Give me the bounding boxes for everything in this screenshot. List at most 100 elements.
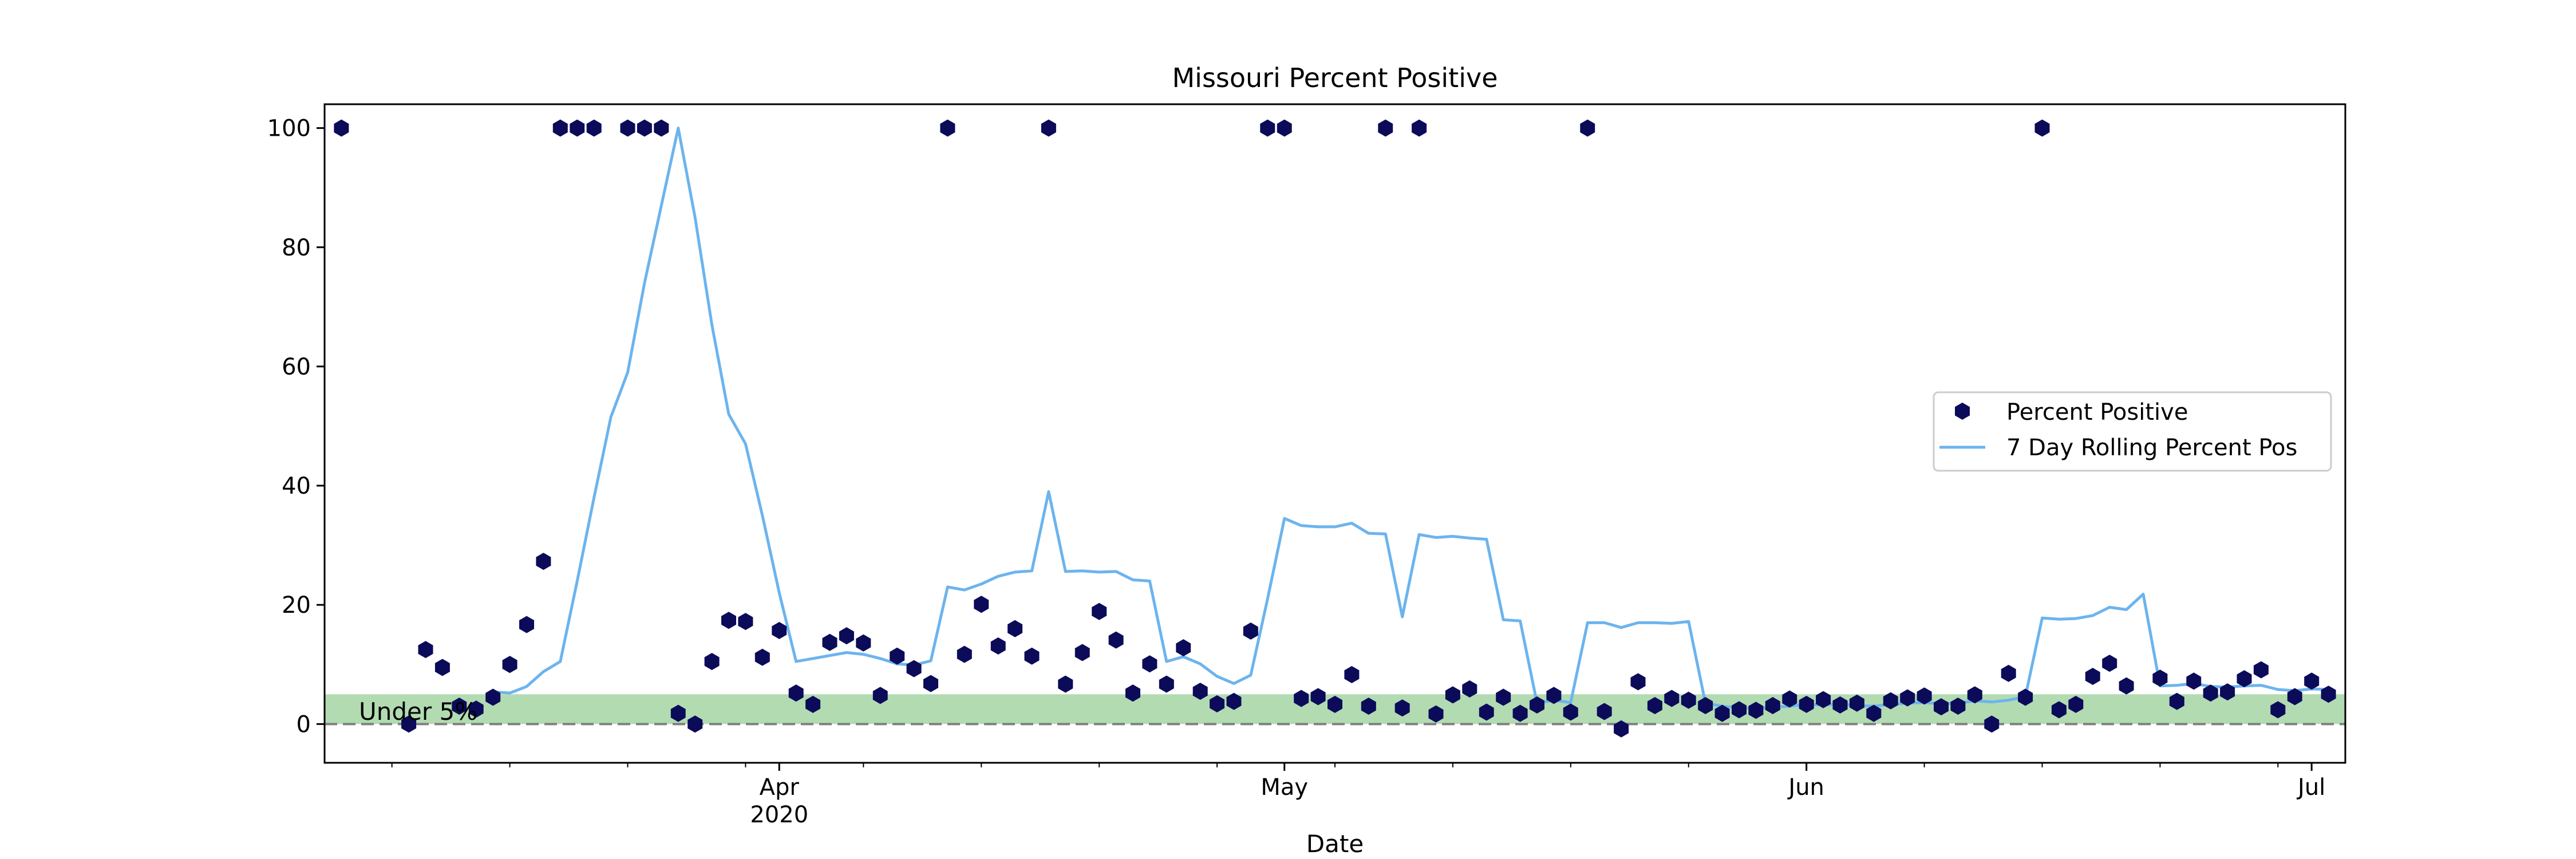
data-point	[1277, 119, 1292, 137]
data-point	[485, 688, 501, 706]
data-point	[1664, 689, 1680, 707]
data-point	[2237, 670, 2252, 688]
data-point	[2102, 655, 2117, 672]
data-point	[1597, 703, 1612, 720]
data-point	[788, 684, 804, 702]
data-point	[434, 659, 450, 676]
data-point	[940, 119, 955, 137]
data-point	[1260, 119, 1275, 137]
data-point	[2001, 664, 2016, 682]
data-point	[519, 616, 534, 633]
data-point	[1210, 695, 1225, 712]
data-point	[1496, 688, 1511, 706]
data-point	[1782, 690, 1797, 708]
data-point	[1008, 620, 1023, 637]
x-tick-label: Jun	[1787, 774, 1824, 801]
data-point	[923, 675, 938, 692]
data-point	[1799, 696, 1814, 713]
data-point	[1445, 686, 1460, 704]
data-point	[2034, 119, 2050, 137]
data-point	[1681, 691, 1696, 709]
data-point	[1866, 704, 1882, 722]
data-point	[1479, 703, 1494, 721]
data-point	[688, 715, 703, 733]
data-point	[890, 647, 905, 665]
data-point	[1832, 696, 1848, 714]
data-point	[1142, 655, 1157, 673]
data-point	[1092, 602, 1107, 620]
y-tick-label: 40	[282, 473, 311, 499]
data-point	[1512, 704, 1528, 722]
data-point	[957, 645, 972, 663]
data-point	[401, 715, 417, 733]
data-point	[1748, 702, 1764, 719]
data-point	[334, 119, 349, 137]
data-point	[586, 119, 602, 137]
data-point	[1344, 666, 1360, 683]
data-point	[1714, 704, 1730, 722]
data-point	[670, 704, 686, 722]
data-point	[1159, 675, 1174, 693]
data-point	[1849, 694, 1864, 712]
data-point	[990, 637, 1006, 655]
data-point	[2287, 688, 2302, 706]
data-point	[2220, 683, 2235, 701]
data-point	[1900, 689, 1915, 707]
data-point	[1462, 680, 1477, 698]
data-point	[570, 119, 585, 137]
data-point	[839, 627, 854, 645]
data-point	[2169, 692, 2184, 710]
data-point	[772, 622, 787, 639]
data-point	[2119, 677, 2134, 695]
data-point	[754, 648, 770, 666]
y-tick-label: 20	[282, 592, 311, 618]
data-point	[637, 119, 652, 137]
data-point	[502, 656, 517, 673]
data-point	[1883, 692, 1898, 710]
data-point	[1074, 644, 1090, 661]
data-point	[1310, 688, 1326, 706]
data-point	[1125, 684, 1140, 702]
data-point	[704, 653, 720, 671]
legend: Percent Positive 7 Day Rolling Percent P…	[1933, 391, 2332, 472]
y-tick-label: 60	[282, 354, 311, 380]
data-point	[2068, 696, 2084, 713]
data-point	[2203, 684, 2218, 702]
x-tick-label: Apr	[760, 774, 800, 801]
data-point	[2051, 701, 2067, 719]
data-point	[552, 119, 568, 137]
data-point	[1967, 686, 1982, 704]
legend-marker-percent-positive	[1955, 403, 1970, 420]
data-point	[2018, 688, 2033, 706]
data-point	[1765, 697, 1780, 715]
data-point	[1412, 119, 1427, 137]
data-point	[2270, 701, 2286, 719]
data-point	[1108, 631, 1124, 649]
x-tick-label: Jul	[2296, 774, 2325, 801]
legend-label-percent-positive: Percent Positive	[2006, 399, 2188, 425]
data-point	[822, 633, 837, 651]
data-point	[2321, 685, 2336, 703]
data-point	[2304, 672, 2320, 690]
data-point	[2085, 668, 2100, 685]
data-point	[1327, 696, 1342, 713]
data-point	[1428, 705, 1444, 723]
data-point	[1394, 699, 1410, 717]
data-point	[1546, 687, 1562, 704]
data-point	[654, 119, 669, 137]
data-point	[906, 660, 922, 677]
data-point	[1647, 697, 1662, 715]
data-point	[1192, 683, 1208, 700]
data-point	[1176, 639, 1191, 657]
data-point	[1950, 698, 1966, 715]
x-tick-sublabel: 2020	[750, 802, 808, 828]
data-point	[620, 119, 635, 137]
data-point	[1294, 689, 1309, 707]
data-point	[1243, 622, 1258, 640]
data-point	[856, 634, 871, 652]
data-point	[872, 687, 888, 704]
data-point	[1378, 119, 1393, 137]
data-point	[2186, 672, 2202, 690]
data-point	[1614, 720, 1629, 738]
